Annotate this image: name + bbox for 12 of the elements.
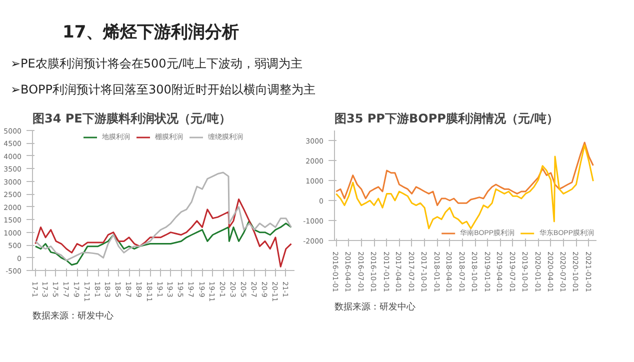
line-series [34,198,292,268]
line-series [34,172,292,262]
source-note: 数据来源：研发中心 [334,302,416,312]
chart-title: 图35 PP下游BOPP膜利润情况（元/吨） [334,112,558,126]
source-note: 数据来源：研发中心 [32,310,114,322]
chart-title: 图34 PE下游膜料利润状况（元/吨） [32,112,231,126]
text: ➢BOPP利润预计将回落至300附近时开始以横向调整为主 [10,82,316,96]
line-series [34,220,292,266]
text: ➢PE农膜利润预计将会在500元/吨上下波动，弱调为主 [10,56,302,70]
text: 17、烯烃下游利润分析 [62,22,240,42]
line-series [335,144,594,230]
line-series [335,142,594,206]
